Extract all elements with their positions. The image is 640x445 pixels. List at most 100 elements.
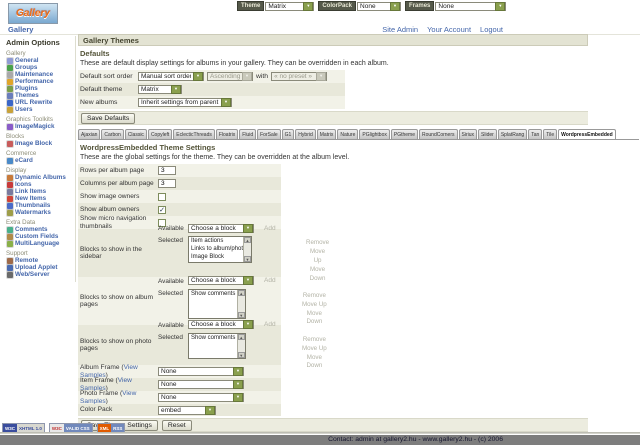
listbox-item[interactable]: Item actions — [191, 238, 224, 245]
reset-button[interactable]: Reset — [161, 419, 192, 431]
add-link[interactable]: Add — [264, 224, 276, 232]
tab-pglightbox[interactable]: PGlightbox — [359, 129, 390, 139]
sort-direction-select[interactable]: Ascending ▼ — [207, 72, 253, 81]
tab-fluid[interactable]: Fluid — [239, 129, 257, 139]
listbox-scrollbar[interactable]: ▲ ▼ — [236, 333, 245, 358]
remove-link[interactable]: Remove — [302, 291, 326, 299]
move-up-link[interactable]: Move Up — [309, 248, 326, 265]
show-image-owners-checkbox[interactable] — [158, 192, 166, 201]
sidebar-item-performance[interactable]: Performance — [7, 78, 75, 85]
sidebar-item-upload-applet[interactable]: Upload Applet — [7, 264, 75, 271]
new-albums-select[interactable]: Inherit settings from parent album ▼ — [138, 98, 232, 107]
scrollbar-down-icon[interactable]: ▼ — [244, 256, 251, 263]
album-frame-select[interactable]: None ▼ — [158, 367, 244, 376]
tab-tan[interactable]: Tan — [528, 129, 543, 139]
listbox-item[interactable]: Show comments — [191, 334, 236, 341]
item-frame-select[interactable]: None ▼ — [158, 380, 244, 389]
move-up-link[interactable]: Move Up — [301, 344, 327, 352]
move-up-link[interactable]: Move Up — [301, 300, 327, 308]
sidebar-item-themes[interactable]: Themes — [7, 92, 75, 99]
view-samples-link[interactable]: View Samples — [80, 377, 132, 392]
sidebar-item-dynamic-albums[interactable]: Dynamic Albums — [7, 174, 75, 181]
sidebar-item-web-server[interactable]: Web/Server — [7, 271, 75, 278]
color-pack-select[interactable]: embed ▼ — [158, 405, 216, 415]
tab-nature[interactable]: Nature — [337, 129, 359, 139]
add-link[interactable]: Add — [264, 321, 276, 329]
rows-per-page-input[interactable] — [158, 166, 176, 175]
listbox-item[interactable]: Show comments — [191, 290, 236, 297]
photo-available-block-select[interactable]: Choose a block ▼ — [188, 320, 254, 330]
photo-frame-select[interactable]: None ▼ — [158, 393, 244, 402]
tab-eclecticthreads[interactable]: EclecticThreads — [173, 129, 215, 139]
tab-splatrang[interactable]: SplatRang — [497, 129, 528, 139]
remove-link[interactable]: Remove — [306, 239, 330, 247]
save-defaults-button[interactable]: Save Defaults — [81, 112, 136, 124]
sidebar-item-image-block[interactable]: Image Block — [7, 140, 75, 147]
tab-roundcorners[interactable]: RoundCorners — [418, 129, 458, 139]
default-sort-order-select[interactable]: Manual sort order ▼ — [138, 72, 204, 81]
listbox-item[interactable]: Image Block — [191, 253, 225, 260]
tab-pgtheme[interactable]: PGtheme — [390, 129, 418, 139]
gallery-logo[interactable]: Gallery — [8, 3, 58, 24]
tab-hybrid[interactable]: Hybrid — [295, 129, 316, 139]
sidebar-item-comments[interactable]: Comments — [7, 226, 75, 233]
photo-selected-blocks-list[interactable]: Show comments ▲ ▼ — [188, 332, 246, 359]
scrollbar-up-icon[interactable]: ▲ — [237, 333, 245, 340]
sidebar-item-remote[interactable]: Remote — [7, 257, 75, 264]
sidebar-item-url-rewrite[interactable]: URL Rewrite — [7, 99, 75, 106]
frames-picker-select[interactable]: None ▼ — [435, 1, 507, 11]
theme-picker-select[interactable]: Matrix ▼ — [265, 1, 315, 11]
header-link-logout[interactable]: Logout — [480, 25, 503, 34]
header-link-your-account[interactable]: Your Account — [427, 25, 472, 34]
listbox-scrollbar[interactable]: ▲ ▼ — [243, 237, 251, 263]
header-link-site-admin[interactable]: Site Admin — [382, 25, 419, 34]
move-down-link[interactable]: Move Down — [306, 353, 323, 370]
sidebar-item-general[interactable]: General — [7, 57, 75, 64]
sidebar-item-multilanguage[interactable]: MultiLanguage — [7, 240, 75, 247]
sidebar-item-watermarks[interactable]: Watermarks — [7, 209, 75, 216]
sidebar-item-plugins[interactable]: Plugins — [7, 85, 75, 92]
sidebar-item-new-items[interactable]: New Items — [7, 195, 75, 202]
columns-per-page-input[interactable] — [158, 179, 176, 188]
scrollbar-up-icon[interactable]: ▲ — [244, 237, 251, 244]
add-link[interactable]: Add — [264, 277, 276, 285]
listbox-scrollbar[interactable]: ▲ ▼ — [236, 289, 245, 318]
tab-wordpressembedded[interactable]: WordpressEmbedded — [558, 129, 616, 139]
show-micro-nav-checkbox[interactable] — [158, 218, 166, 227]
sidebar-item-icons[interactable]: Icons — [7, 181, 75, 188]
colorpack-picker-select[interactable]: None ▼ — [357, 1, 402, 11]
move-down-link[interactable]: Move Down — [306, 309, 323, 326]
sort-preset-select[interactable]: « no preset » ▼ — [271, 72, 328, 81]
sidebar-item-users[interactable]: Users — [7, 106, 75, 113]
sidebar-item-ecard[interactable]: eCard — [7, 157, 75, 164]
tab-forsale[interactable]: ForSale — [257, 129, 281, 139]
breadcrumb[interactable]: Gallery — [8, 25, 34, 34]
tab-ajaxian[interactable]: Ajaxian — [78, 129, 101, 139]
sidebar-item-thumbnails[interactable]: Thumbnails — [7, 202, 75, 209]
show-album-owners-checkbox[interactable]: ✓ — [158, 205, 166, 214]
sidebar-item-imagemagick[interactable]: ImageMagick — [7, 123, 75, 130]
view-samples-link[interactable]: View Samples — [80, 390, 137, 405]
sidebar-available-block-select[interactable]: Choose a block ▼ — [188, 223, 254, 233]
scrollbar-up-icon[interactable]: ▲ — [237, 289, 245, 296]
album-available-block-select[interactable]: Choose a block ▼ — [188, 276, 254, 286]
album-selected-blocks-list[interactable]: Show comments ▲ ▼ — [188, 288, 246, 319]
default-theme-select[interactable]: Matrix ▼ — [138, 85, 182, 94]
tab-matrix[interactable]: Matrix — [316, 129, 337, 139]
tab-g1[interactable]: G1 — [281, 129, 295, 139]
scrollbar-down-icon[interactable]: ▼ — [237, 311, 245, 318]
tab-copyleft[interactable]: Copyleft — [147, 129, 173, 139]
sidebar-item-groups[interactable]: Groups — [7, 64, 75, 71]
sidebar-item-link-items[interactable]: Link Items — [7, 188, 75, 195]
sidebar-item-maintenance[interactable]: Maintenance — [7, 71, 75, 78]
tab-tile[interactable]: Tile — [543, 129, 558, 139]
listbox-item[interactable]: Links to album/photo peers — [191, 245, 243, 252]
move-down-link[interactable]: Move Down — [309, 266, 326, 282]
tab-classic[interactable]: Classic — [124, 129, 147, 139]
tab-carbon[interactable]: Carbon — [101, 129, 124, 139]
remove-link[interactable]: Remove — [302, 335, 326, 343]
scrollbar-down-icon[interactable]: ▼ — [237, 351, 245, 358]
tab-siriux[interactable]: Siriux — [458, 129, 478, 139]
sidebar-item-custom-fields[interactable]: Custom Fields — [7, 233, 75, 240]
